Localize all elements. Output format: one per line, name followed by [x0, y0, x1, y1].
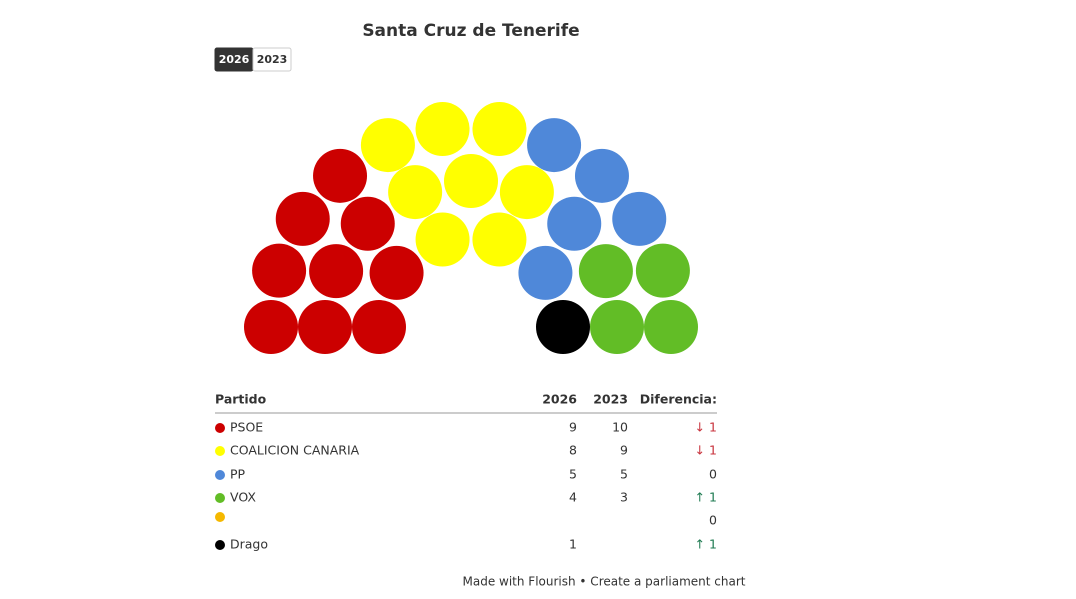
seat	[472, 102, 527, 157]
year-button-label[interactable]: 2026	[219, 53, 250, 66]
seat	[415, 102, 470, 157]
legend-swatch	[215, 512, 225, 522]
year-button[interactable]	[252, 47, 292, 72]
seat	[340, 196, 395, 251]
seat	[352, 300, 406, 354]
seat-count: 4	[569, 490, 577, 505]
seat	[590, 300, 644, 354]
party-name: PP	[230, 467, 246, 482]
seat	[309, 244, 364, 299]
seat-count: 9	[620, 443, 628, 458]
legend-swatch	[215, 493, 225, 503]
seat-count: 5	[620, 467, 628, 482]
seat	[369, 245, 424, 300]
legend-swatch	[215, 470, 225, 480]
seat	[578, 244, 633, 299]
table-header: 2023	[593, 392, 628, 407]
seat	[547, 196, 602, 251]
change: ↑ 1	[695, 537, 717, 552]
seat	[244, 300, 298, 354]
change: 0	[709, 467, 717, 482]
seat-count: 8	[569, 443, 577, 458]
seat	[644, 300, 698, 354]
party-name: PSOE	[230, 420, 263, 435]
seat	[518, 245, 573, 300]
seat	[574, 148, 629, 203]
seat	[298, 300, 352, 354]
legend-swatch	[215, 540, 225, 550]
seat-count: 3	[620, 490, 628, 505]
seat	[360, 118, 415, 173]
change: ↓ 1	[695, 420, 717, 435]
legend-swatch	[215, 423, 225, 433]
legend-swatch	[215, 446, 225, 456]
table-header: Diferencia:	[640, 392, 717, 407]
seat-count: 9	[569, 420, 577, 435]
change: ↑ 1	[695, 490, 717, 505]
seat	[527, 118, 582, 173]
change: 0	[709, 513, 717, 528]
party-name: VOX	[230, 490, 256, 505]
seat	[252, 243, 307, 298]
seat	[313, 148, 368, 203]
seat-count: 10	[612, 420, 628, 435]
party-name: COALICION CANARIA	[230, 443, 360, 458]
seat-count: 5	[569, 467, 577, 482]
seat	[612, 191, 667, 246]
table-header: 2026	[542, 392, 577, 407]
seat	[388, 165, 443, 220]
seat	[472, 212, 527, 267]
seat-count: 1	[569, 537, 577, 552]
table-header: Partido	[215, 392, 267, 407]
seat	[444, 154, 498, 208]
chart-title: Santa Cruz de Tenerife	[362, 21, 579, 41]
seat	[275, 191, 330, 246]
change: ↓ 1	[695, 443, 717, 458]
party-name: Drago	[230, 537, 268, 552]
footer[interactable]: Made with Flourish • Create a parliament…	[463, 575, 746, 589]
year-button-label[interactable]: 2023	[257, 53, 288, 66]
seat	[635, 243, 690, 298]
seat	[415, 212, 470, 267]
seat	[499, 165, 554, 220]
seat	[536, 300, 590, 354]
